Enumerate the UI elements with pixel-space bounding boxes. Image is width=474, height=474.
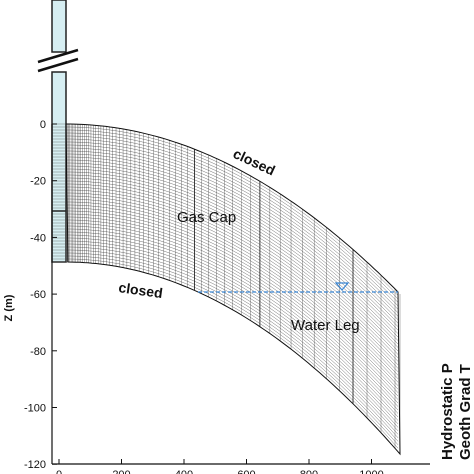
y-axis-ticks: 0 -20 -40 -60 -80 -100 -120 bbox=[24, 119, 57, 471]
wellbore-mesh bbox=[52, 123, 66, 263]
geoth-grad-label: Geoth Grad T bbox=[457, 364, 474, 460]
mesh-layer-line bbox=[66, 156, 399, 331]
mesh-layer-line bbox=[66, 171, 399, 348]
mesh-layer-line bbox=[66, 123, 399, 293]
gas-cap-label: Gas Cap bbox=[177, 209, 236, 226]
mesh-layer-line bbox=[66, 126, 399, 296]
mesh-layer-line bbox=[66, 225, 399, 411]
mesh-layer-line bbox=[66, 186, 399, 366]
mesh-layer-line bbox=[66, 150, 399, 324]
mesh-layer-line bbox=[66, 159, 399, 334]
y-axis-title: Z (m) bbox=[3, 294, 15, 321]
mesh-layer-line bbox=[66, 219, 399, 404]
mesh-layer-line bbox=[66, 249, 399, 438]
mesh-layer-line bbox=[66, 183, 399, 362]
mesh-layer-line bbox=[66, 198, 399, 379]
mesh-layer-line bbox=[66, 129, 399, 300]
mesh-layer-line bbox=[66, 231, 399, 418]
reservoir-mesh bbox=[65, 123, 401, 456]
mesh-layer-line bbox=[66, 195, 399, 376]
closed-left-label: closed bbox=[118, 279, 164, 301]
mesh-layer-line bbox=[66, 201, 399, 383]
mesh-layer-line bbox=[66, 252, 399, 442]
mesh-layer-line bbox=[66, 153, 399, 327]
mesh-layer-line bbox=[66, 255, 399, 445]
mesh-outline bbox=[65, 123, 401, 456]
wellbore bbox=[37, 0, 79, 263]
mesh-layer-line bbox=[66, 189, 399, 369]
x-axis-ticks: 0 200 400 600 800 1000 bbox=[56, 459, 384, 474]
x-tick-label: 800 bbox=[300, 469, 318, 474]
mesh-layer-line bbox=[66, 207, 399, 390]
y-tick-label: 0 bbox=[40, 119, 46, 131]
mesh-layer-line bbox=[66, 147, 399, 320]
mesh-layer-line bbox=[66, 138, 399, 310]
y-tick-label: -80 bbox=[30, 346, 46, 358]
mesh-layer-line bbox=[66, 177, 399, 355]
mesh-layer-line bbox=[66, 246, 399, 435]
mesh-layer-line bbox=[66, 180, 399, 359]
closed-top-label: closed bbox=[231, 145, 278, 178]
mesh-layer-line bbox=[66, 243, 399, 432]
y-tick-label: -100 bbox=[24, 403, 46, 415]
mesh-layer-line bbox=[66, 237, 399, 425]
mesh-layer-line bbox=[66, 144, 399, 317]
mesh-layer-line bbox=[66, 222, 399, 407]
wellbore-upper-segment bbox=[51, 0, 67, 53]
x-tick-label: 0 bbox=[56, 469, 62, 474]
water-leg-label: Water Leg bbox=[291, 317, 360, 334]
water-table-icon bbox=[334, 282, 350, 291]
break-mark-lower bbox=[37, 57, 79, 73]
mesh-layer-line bbox=[66, 261, 399, 452]
y-tick-label: -20 bbox=[30, 176, 46, 188]
mesh-layer-line bbox=[66, 210, 399, 393]
break-mark-upper bbox=[37, 48, 79, 64]
hydrostatic-label: Hydrostatic P bbox=[439, 363, 456, 460]
x-tick-label: 1000 bbox=[359, 469, 383, 474]
y-tick-label: -40 bbox=[30, 232, 46, 244]
y-tick-label: -60 bbox=[30, 289, 46, 301]
mesh-layer-line bbox=[66, 192, 399, 372]
mesh-layer-line bbox=[66, 216, 399, 400]
mesh-layer-line bbox=[66, 165, 399, 341]
mesh-layer-line bbox=[66, 240, 399, 428]
mesh-layer-line bbox=[66, 234, 399, 421]
mesh-layer-line bbox=[66, 162, 399, 338]
axes: 0-20-40-60-80-100-120 02004006008001000 … bbox=[3, 119, 430, 474]
mesh-layer-line bbox=[66, 174, 399, 352]
x-tick-label: 400 bbox=[175, 469, 193, 474]
mesh-layer-line bbox=[66, 141, 399, 313]
mesh-layer-line bbox=[66, 132, 399, 303]
x-tick-label: 200 bbox=[112, 469, 130, 474]
y-tick-label: -120 bbox=[24, 459, 46, 471]
wellbore-lower-segment bbox=[51, 71, 67, 263]
mesh-layer-line bbox=[66, 228, 399, 414]
mesh-layer-line bbox=[66, 204, 399, 386]
mesh-layer-line bbox=[66, 213, 399, 397]
mesh-layer-line bbox=[66, 258, 399, 449]
x-tick-label: 600 bbox=[237, 469, 255, 474]
mesh-layer-line bbox=[66, 135, 399, 307]
mesh-layer-line bbox=[66, 168, 399, 345]
